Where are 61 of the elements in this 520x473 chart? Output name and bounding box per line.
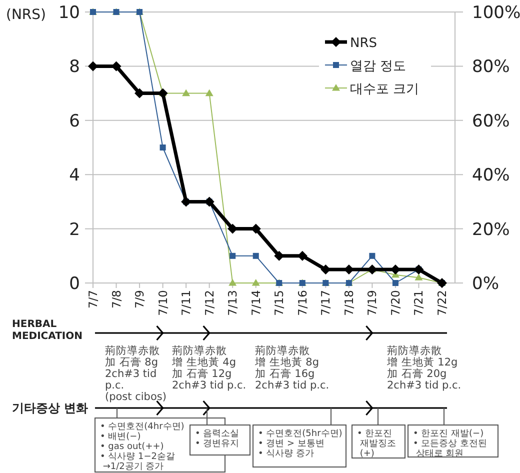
x-tick-label: 7/21 — [412, 290, 426, 316]
text: HERBAL MEDICATION — [12, 319, 83, 342]
y2-tick-label: 60% — [472, 111, 510, 132]
x-tick-label: 7/7 — [86, 290, 100, 309]
x-tick-label: 7/19 — [365, 290, 380, 316]
point — [205, 89, 214, 96]
x-tick-label: 7/8 — [109, 290, 124, 309]
legend-label: 열감 정도 — [350, 59, 406, 74]
text: 增 生地黃 12g 加 石膏 20g 2ch#3 tid p.c. — [386, 356, 462, 392]
legend-label: 대수포 크기 — [350, 82, 420, 97]
x-tick-label: 7/13 — [226, 290, 240, 316]
text: 荊防導赤散 — [387, 344, 442, 357]
point — [252, 279, 260, 286]
y-axis-title: (NRS) — [6, 7, 46, 23]
point — [320, 264, 331, 274]
x-tick-label: 7/16 — [295, 290, 310, 316]
y2-tick-label: 40% — [472, 166, 510, 186]
x-tick-label: 7/22 — [435, 290, 449, 316]
x-tick-label: 7/17 — [318, 290, 333, 316]
x-tick-label: 7/18 — [342, 290, 356, 316]
x-tick-label: 7/15 — [272, 290, 286, 316]
x-tick-label: 7/12 — [202, 290, 216, 316]
point — [297, 250, 308, 261]
y-tick-label: 2 — [69, 220, 80, 240]
x-tick-label: 7/9 — [132, 290, 147, 309]
x-tick-label: 7/20 — [388, 290, 402, 316]
y2-tick-label: 20% — [472, 220, 510, 240]
y-tick-label: 0 — [69, 274, 80, 294]
text: • 수면호전(4hr수면) • 배변(−) • gas out(++) • 식사량 1−2숟갈 →1/2공기 증가 — [100, 422, 184, 472]
point — [369, 252, 376, 259]
y-tick-label: 8 — [69, 57, 80, 78]
y-tick-label: 6 — [69, 111, 80, 132]
text: 加 石膏 8g 2ch#3 tid p.c. (post cibos) — [105, 356, 166, 403]
text: 荊防導赤散 — [172, 344, 227, 357]
x-tick-label: 7/11 — [179, 290, 194, 316]
point — [230, 252, 236, 259]
text: • 수면호전(5hr수면) • 경변 > 보통변 • 식사량 증가 — [258, 429, 342, 459]
text: • 한포진 재발(−) • 모든증상 호전된 상태로 회원 — [413, 429, 488, 459]
y-tick-label: 4 — [69, 166, 80, 186]
legend-label: NRS — [350, 36, 378, 51]
text: • 음력소실 • 경변유지 — [195, 429, 240, 449]
point — [414, 274, 423, 280]
point — [392, 280, 398, 286]
y2-tick-label: 80% — [472, 57, 510, 78]
point — [182, 89, 190, 96]
x-tick-label: 7/10 — [156, 290, 170, 316]
point — [88, 61, 98, 72]
text: 기타증상 변화 — [12, 401, 88, 415]
point — [160, 144, 166, 150]
y-tick-label: 10 — [58, 3, 80, 23]
x-tick-label: 7/14 — [248, 290, 263, 316]
text: 荊防導赤散 — [105, 344, 160, 357]
point — [228, 279, 237, 286]
text: • 한포진 재발징조 (+) — [357, 429, 396, 459]
text: 增 生地黃 8g 加 石膏 16g 2ch#3 tid p.c. — [254, 356, 330, 392]
y2-tick-label: 0% — [472, 274, 499, 294]
point — [252, 252, 259, 259]
text: 荊防導赤散 — [255, 344, 310, 357]
point — [274, 250, 284, 261]
text: 增 生地黃 4g 加 石膏 12g 2ch#3 tid p.c. — [171, 356, 246, 392]
y2-tick-label: 100% — [472, 3, 520, 23]
